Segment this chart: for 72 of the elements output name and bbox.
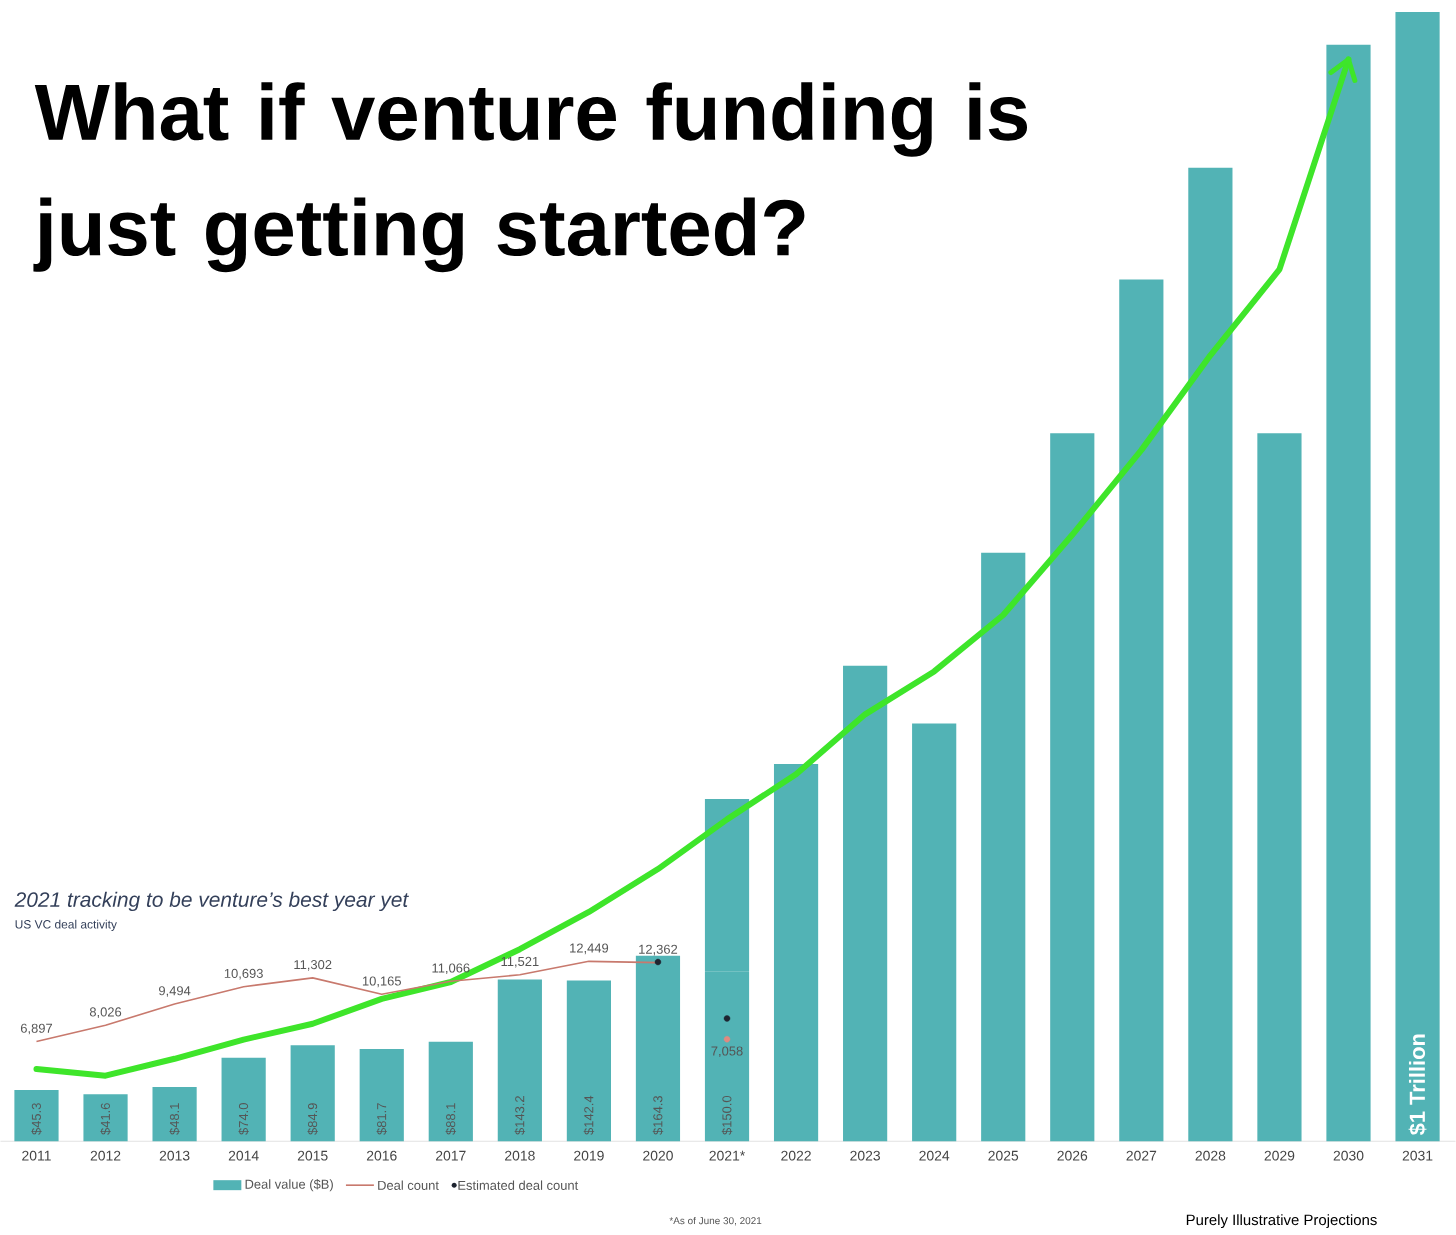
data-label: $164.3 <box>652 1095 664 1135</box>
data-label: 8,026 <box>89 1007 122 1018</box>
x-tick-label: 2025 <box>988 1150 1019 1161</box>
bar <box>1119 279 1164 1142</box>
x-tick-label: 2011 <box>22 1150 51 1161</box>
x-tick-label: 2012 <box>90 1150 121 1161</box>
bar <box>1257 433 1302 1142</box>
bar <box>83 1094 128 1142</box>
bar <box>912 723 957 1142</box>
bar <box>428 1041 473 1142</box>
x-tick-label: 2031 <box>1402 1150 1433 1161</box>
x-tick-label: 2023 <box>850 1150 880 1161</box>
x-tick-label: 2026 <box>1057 1150 1088 1161</box>
x-tick-label: 2022 <box>781 1150 811 1161</box>
bar <box>359 1048 404 1142</box>
bar <box>152 1086 197 1142</box>
bar <box>1188 167 1233 1142</box>
data-label: 11,521 <box>501 956 539 968</box>
legend-label: Estimated deal count <box>458 1180 579 1190</box>
x-tick-label: 2015 <box>297 1150 328 1161</box>
x-tick-label: 2027 <box>1126 1150 1157 1161</box>
data-label: $81.7 <box>376 1103 387 1135</box>
data-label: $142.4 <box>583 1095 595 1135</box>
bar <box>566 980 611 1142</box>
bar <box>1050 433 1095 1142</box>
bar <box>497 979 542 1142</box>
x-tick-label: 2019 <box>574 1150 604 1161</box>
annotation: 2021 tracking to be venture’s best year yet <box>14 891 409 912</box>
bar <box>290 1045 335 1142</box>
data-label: 6,897 <box>20 1023 53 1035</box>
bar <box>981 552 1026 1142</box>
x-tick-label: 2016 <box>366 1150 397 1161</box>
data-label: $150.0 <box>721 1095 733 1135</box>
legend-label: Deal value ($B) <box>245 1178 333 1192</box>
text: Purely Illustrative Projections <box>1186 1214 1377 1229</box>
data-label: 11,066 <box>432 963 470 975</box>
x-tick-label: 2013 <box>159 1150 190 1161</box>
data-label: 10,165 <box>362 976 401 988</box>
data-label: 9,494 <box>159 986 191 997</box>
text: What if venture funding is just getting started? <box>33 82 1028 273</box>
bar <box>773 763 819 1142</box>
x-tick-label: 2020 <box>643 1150 673 1161</box>
data-label: $88.1 <box>445 1103 457 1135</box>
data-label: $143.2 <box>514 1096 526 1135</box>
data-label: $84.9 <box>307 1103 318 1135</box>
x-tick-label: 2028 <box>1195 1150 1226 1161</box>
x-tick-label: 2024 <box>919 1150 950 1161</box>
x-tick-label: 2014 <box>228 1150 259 1161</box>
bar <box>1395 11 1440 1142</box>
legend-label: Deal count <box>378 1180 439 1190</box>
data-label: 10,693 <box>224 968 263 980</box>
data-label: $74.0 <box>238 1103 249 1135</box>
annotation: $1 Trillion <box>1408 1034 1427 1136</box>
data-label: $48.1 <box>169 1103 180 1135</box>
bar <box>635 955 681 1142</box>
data-label: 12,362 <box>639 944 678 956</box>
x-tick-label: 2021* <box>709 1150 746 1161</box>
x-tick-label: 2029 <box>1264 1150 1295 1161</box>
data-label: $41.6 <box>100 1103 111 1135</box>
data-label: 7,058 <box>711 1046 743 1058</box>
bar <box>843 665 888 1142</box>
bar <box>221 1057 266 1142</box>
text: *As of June 30, 2021 <box>669 1216 762 1226</box>
data-label: 11,302 <box>294 959 332 971</box>
data-label: $45.3 <box>31 1103 42 1135</box>
bar <box>14 1089 59 1142</box>
annotation: US VC deal activity <box>15 919 117 931</box>
x-tick-label: 2018 <box>505 1150 535 1161</box>
bar <box>1326 44 1371 1142</box>
x-tick-label: 2017 <box>436 1150 466 1161</box>
x-tick-label: 2030 <box>1333 1150 1364 1161</box>
data-label: 12,449 <box>570 943 609 955</box>
